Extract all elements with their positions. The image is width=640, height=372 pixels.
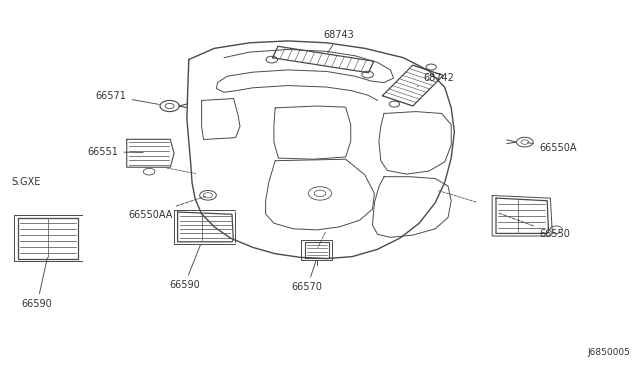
Text: 68742: 68742	[417, 73, 454, 86]
Text: 66570: 66570	[292, 261, 323, 292]
Text: 66590: 66590	[169, 244, 200, 291]
Text: S.GXE: S.GXE	[12, 177, 41, 186]
Text: 66550A: 66550A	[527, 142, 577, 153]
Text: 66551: 66551	[88, 147, 143, 157]
Text: J6850005: J6850005	[588, 348, 630, 357]
Text: 66590: 66590	[22, 257, 52, 309]
Text: 66571: 66571	[96, 91, 159, 105]
Text: 66550: 66550	[499, 213, 570, 238]
Text: 68743: 68743	[324, 30, 355, 53]
Text: 66550AA: 66550AA	[129, 196, 205, 220]
